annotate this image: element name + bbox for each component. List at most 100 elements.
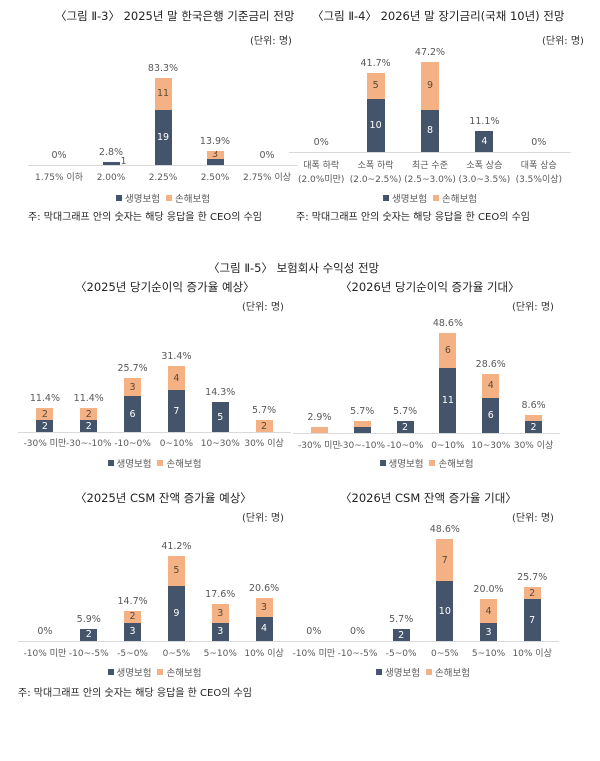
fig3-unit: (단위: 명) [250, 36, 292, 47]
percent-label: 20.6% [248, 583, 280, 595]
x-tick-line: -10~0% [114, 439, 151, 449]
x-tick-line: -30% 미만 [23, 439, 67, 449]
fig3-chart: 0% 1.75% 이하 1 2.8% 2.00% 19 11 83.3% 2.25% 3 13.9%… [0, 40, 300, 205]
x-tick-line: 0~10% [159, 439, 194, 449]
fig5c-chart: 0% -10% 미만 2 5.9% -10~-5% 3 2 14.7% -5~0% 9 5 41.2%… [0, 525, 300, 690]
x-tick-line: -10% 미만 [23, 649, 67, 659]
segment-nonlife: 4 [167, 366, 185, 390]
percent-label: 47.2% [414, 46, 446, 58]
x-axis-line [18, 641, 291, 642]
segment-nonlife: 9 [421, 61, 439, 110]
x-tick-line: (3.5%이상) [515, 175, 563, 185]
legend-swatch-nonlife-icon [157, 669, 164, 675]
bar-1 [353, 421, 371, 433]
legend-swatch-nonlife-icon [166, 195, 172, 201]
fig4-chart: 0% 대폭 하락 (2.0%미만) 10 5 41.7% 소폭 하락 (2.0~2.5%) 8 9… [0, 40, 600, 205]
segment-life [353, 427, 371, 433]
x-tick-line: 대폭 하락 [303, 161, 340, 171]
percent-label: 5.7% [389, 614, 414, 625]
x-tick-line: -10% 미만 [292, 649, 336, 659]
x-tick-line: -10~-5% [337, 649, 378, 659]
legend-swatch-life-icon [383, 195, 390, 201]
legend-label: 생명보험 [125, 194, 160, 205]
percent-label: 0% [37, 626, 53, 637]
bar-3: 3 [206, 150, 224, 165]
x-tick-label: -10% 미만 [24, 647, 67, 661]
x-tick-label: 최근 수준 (2.5~3.0%) [404, 159, 456, 187]
fig4-note: 주: 막대그래프 안의 숫자는 해당 응답을 한 CEO의 수임 [296, 212, 530, 223]
percent-label: 0% [51, 150, 67, 161]
x-axis-line [289, 152, 571, 153]
percent-label: 0% [306, 626, 322, 637]
percent-label: 5.7% [252, 405, 277, 416]
percent-label: 11.1% [469, 115, 500, 127]
x-tick-label: 10% 이상 [512, 647, 551, 661]
fig5b-unit: (단위: 명) [512, 302, 554, 313]
fig5b-title: 〈2026년 당기순이익 증가율 기대〉 [340, 280, 520, 294]
legend-label: 손해보험 [435, 668, 470, 679]
x-tick-label: -10~-5% [69, 647, 109, 661]
x-tick-label: -10% 미만 [292, 647, 335, 661]
percent-label: 25.7% [517, 572, 548, 583]
percent-label: 11.4% [29, 393, 60, 404]
segment-life: 11 [439, 368, 457, 433]
percent-label: 41.7% [360, 57, 391, 69]
segment-life: 19 [154, 109, 172, 165]
segment-life: 2 [525, 421, 543, 433]
x-tick-label: 10~30% [201, 437, 240, 451]
segment-nonlife: 2 [124, 610, 142, 623]
percent-label: 83.3% [147, 63, 179, 74]
segment-nonlife [310, 427, 328, 433]
x-tick-label: -30% 미만 [298, 439, 341, 453]
segment-nonlife: 2 [255, 420, 273, 432]
x-tick-line: 최근 수준 [412, 161, 448, 171]
bar-value-label: 1 [120, 156, 127, 167]
percent-label: 2.9% [307, 412, 332, 424]
legend-item-life: 생명보험 [379, 456, 424, 470]
percent-label: 11.4% [73, 393, 104, 404]
x-tick-label: -30~-10% [66, 437, 112, 451]
legend-item-nonlife: 손해보험 [166, 191, 210, 205]
fig5-title: 〈그림 Ⅱ-5〉 보험회사 수익성 전망 [208, 261, 380, 275]
bar-5: 2 [255, 420, 273, 432]
legend-label: 손해보험 [166, 668, 202, 679]
x-axis-line [287, 641, 559, 642]
x-tick-label: 2.25% [149, 171, 178, 185]
percent-label: 0% [313, 137, 329, 148]
segment-life: 2 [80, 628, 98, 641]
bar-2: 2 [396, 421, 414, 433]
legend-label: 손해보험 [166, 459, 202, 470]
legend-item-nonlife: 손해보험 [157, 456, 202, 470]
bar-2: 2 [392, 629, 410, 641]
segment-nonlife: 3 [206, 150, 224, 160]
legend-item-nonlife: 손해보험 [429, 456, 473, 470]
legend-item-life: 생명보험 [107, 456, 152, 470]
segment-nonlife [353, 421, 371, 428]
x-tick-line: 30% 이상 [513, 441, 554, 451]
segment-life: 2 [396, 421, 414, 433]
x-axis-line [18, 432, 291, 433]
x-tick-label: -5~0% [386, 647, 417, 661]
x-axis-line [293, 433, 560, 434]
percent-label: 0% [531, 137, 547, 148]
legend-label: 생명보험 [116, 668, 152, 679]
chart-legend: 생명보험 손해보험 [383, 191, 477, 205]
segment-life: 2 [80, 420, 98, 432]
percent-label: 0% [349, 626, 366, 637]
legend-label: 생명보험 [385, 668, 420, 679]
legend-swatch-nonlife-icon [433, 195, 439, 201]
x-tick-line: 10% 이상 [244, 649, 284, 659]
legend-item-life: 생명보험 [383, 191, 427, 205]
segment-nonlife: 7 [436, 539, 454, 581]
x-tick-line: -10~-5% [68, 649, 109, 659]
x-tick-line: (2.0%미만) [297, 175, 345, 185]
x-tick-line: -5~0% [385, 649, 417, 659]
chart-legend: 생명보험 손해보험 [379, 456, 473, 470]
percent-label: 31.4% [161, 351, 192, 362]
